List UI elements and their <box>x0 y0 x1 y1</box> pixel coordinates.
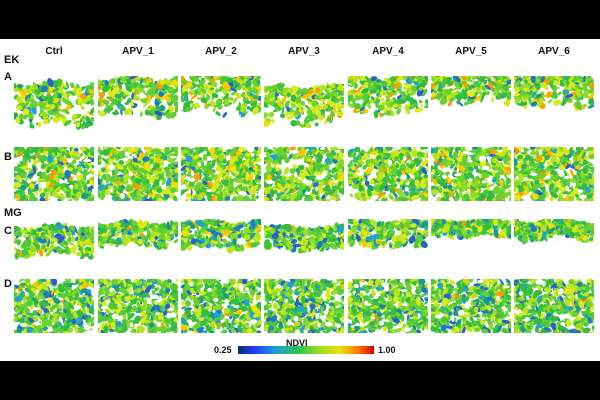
ndvi-image-c-apv-5 <box>431 219 511 269</box>
ndvi-image-b-apv-1 <box>98 147 178 201</box>
ndvi-image-d-apv-5 <box>431 279 511 333</box>
ndvi-image-c-apv-6 <box>514 219 594 269</box>
ndvi-image-b-apv-3 <box>264 147 344 201</box>
ndvi-image-d-apv-1 <box>98 279 178 333</box>
ndvi-image-c-apv-4 <box>348 219 428 269</box>
column-label-ctrl: Ctrl <box>45 46 63 57</box>
ndvi-image-a-apv-6 <box>514 76 594 142</box>
group-label-ek: EK <box>4 54 20 66</box>
column-label-apv-1: APV_1 <box>122 46 154 57</box>
ndvi-image-b-ctrl <box>14 147 94 201</box>
row-label-c: C <box>4 225 12 237</box>
column-label-apv-2: APV_2 <box>205 46 237 57</box>
ndvi-image-a-apv-5 <box>431 76 511 142</box>
ndvi-image-b-apv-2 <box>181 147 261 201</box>
ndvi-colorbar <box>238 346 374 354</box>
ndvi-image-d-apv-2 <box>181 279 261 333</box>
legend-max-value: 1.00 <box>378 345 396 355</box>
figure-panel: Ctrl APV_1 APV_2 APV_3 APV_4 APV_5 APV_6 EK A … <box>0 39 600 361</box>
legend-min-value: 0.25 <box>214 345 232 355</box>
ndvi-image-a-apv-3 <box>264 76 344 142</box>
ndvi-image-a-apv-4 <box>348 76 428 142</box>
ndvi-image-a-apv-2 <box>181 76 261 142</box>
legend-title: NDVI <box>286 338 308 348</box>
ndvi-image-b-apv-6 <box>514 147 594 201</box>
row-label-d: D <box>4 278 12 290</box>
ndvi-image-b-apv-4 <box>348 147 428 201</box>
ndvi-image-c-apv-3 <box>264 219 344 269</box>
ndvi-image-d-apv-3 <box>264 279 344 333</box>
ndvi-image-a-apv-1 <box>98 76 178 142</box>
column-label-apv-6: APV_6 <box>538 46 570 57</box>
row-label-b: B <box>4 151 12 163</box>
ndvi-image-a-ctrl <box>14 76 94 142</box>
ndvi-image-c-ctrl <box>14 219 94 269</box>
ndvi-image-c-apv-1 <box>98 219 178 269</box>
column-label-apv-4: APV_4 <box>372 46 404 57</box>
column-label-apv-3: APV_3 <box>288 46 320 57</box>
row-label-a: A <box>4 71 12 83</box>
group-label-mg: MG <box>4 207 22 219</box>
ndvi-image-d-apv-4 <box>348 279 428 333</box>
ndvi-image-d-apv-6 <box>514 279 594 333</box>
ndvi-image-c-apv-2 <box>181 219 261 269</box>
ndvi-image-d-ctrl <box>14 279 94 333</box>
column-label-apv-5: APV_5 <box>455 46 487 57</box>
ndvi-image-b-apv-5 <box>431 147 511 201</box>
